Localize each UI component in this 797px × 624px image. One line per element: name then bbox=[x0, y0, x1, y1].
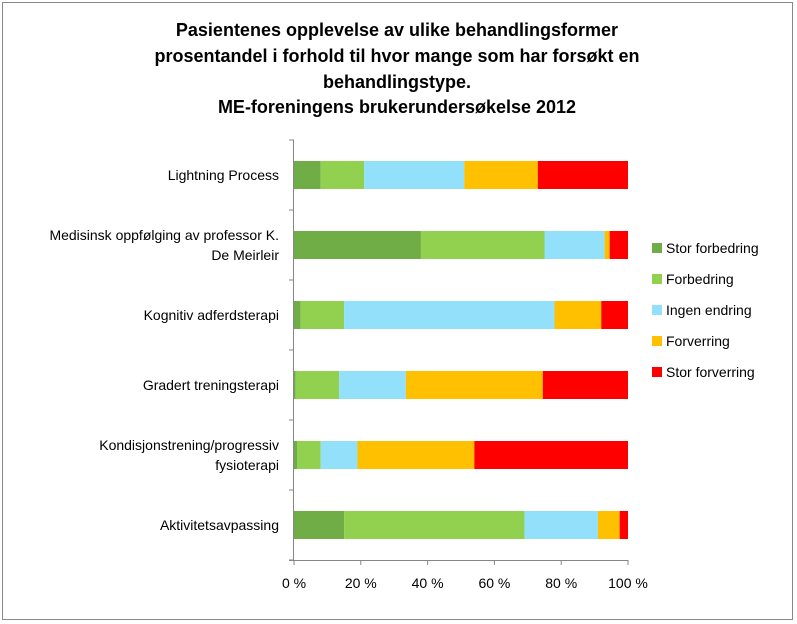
bar-segment-1-4 bbox=[464, 161, 538, 189]
bar-segment-5-4 bbox=[357, 441, 475, 469]
bar-segment-3-2 bbox=[300, 301, 345, 329]
category-label-1: Lightning Process bbox=[168, 167, 279, 183]
chart-title-line-4: ME-foreningens brukerundersøkelse 2012 bbox=[217, 97, 577, 117]
category-label-2-line-1: Medisinsk oppfølging av professor K. bbox=[49, 227, 279, 243]
bar-segment-2-1 bbox=[294, 231, 421, 259]
legend-label-2: Forbedring bbox=[666, 271, 734, 287]
category-label-4: Gradert treningsterapi bbox=[143, 377, 279, 393]
bar-segment-4-4 bbox=[405, 371, 543, 399]
bar-segment-3-5 bbox=[601, 301, 628, 329]
bar-segment-2-4 bbox=[604, 231, 610, 259]
x-tick-label-2: 20 % bbox=[345, 575, 377, 591]
bar-segment-6-2 bbox=[344, 511, 525, 539]
bar-segment-2-2 bbox=[420, 231, 545, 259]
bar-segment-2-5 bbox=[609, 231, 628, 259]
bar-segment-1-2 bbox=[320, 161, 365, 189]
x-tick-label-5: 80 % bbox=[545, 575, 577, 591]
bar-segment-5-3 bbox=[320, 441, 358, 469]
category-label-2-line-2: De Meirleir bbox=[211, 247, 279, 263]
chart-title-line-3: behandlingstype. bbox=[322, 72, 472, 92]
chart-title-line-2: prosentandel i forhold til hvor mange so… bbox=[154, 46, 640, 66]
category-label-5-line-2: fysioterapi bbox=[215, 457, 279, 473]
bar-segment-5-1 bbox=[294, 441, 298, 469]
bar-segment-1-3 bbox=[364, 161, 465, 189]
x-tick-label-4: 60 % bbox=[478, 575, 510, 591]
bar-segment-4-2 bbox=[295, 371, 340, 399]
category-label-3: Kognitiv adferdsterapi bbox=[144, 307, 279, 323]
bar-segment-6-1 bbox=[294, 511, 345, 539]
x-tick-label-1: 0 % bbox=[282, 575, 306, 591]
bar-segment-4-5 bbox=[542, 371, 628, 399]
legend-label-5: Stor forverring bbox=[666, 364, 755, 380]
legend-label-3: Ingen endring bbox=[666, 302, 752, 318]
legend-label-4: Forverring bbox=[666, 333, 730, 349]
bar-segment-5-2 bbox=[297, 441, 321, 469]
bar-segment-6-5 bbox=[619, 511, 628, 539]
x-tick-label-3: 40 % bbox=[412, 575, 444, 591]
bar-segment-2-3 bbox=[544, 231, 605, 259]
chart-title-line-1: Pasientenes opplevelse av ulike behandli… bbox=[175, 20, 619, 40]
bar-segment-3-1 bbox=[294, 301, 301, 329]
bar-segment-4-1 bbox=[294, 371, 296, 399]
legend-swatch-1 bbox=[652, 243, 662, 253]
legend-label-1: Stor forbedring bbox=[666, 240, 759, 256]
bar-segment-3-3 bbox=[344, 301, 555, 329]
legend-swatch-2 bbox=[652, 274, 662, 284]
bar-segment-6-4 bbox=[597, 511, 620, 539]
bar-segment-3-4 bbox=[554, 301, 602, 329]
bar-segment-4-3 bbox=[339, 371, 406, 399]
bar-segment-5-5 bbox=[474, 441, 628, 469]
bar-segment-1-1 bbox=[294, 161, 321, 189]
legend-swatch-5 bbox=[652, 367, 662, 377]
legend-swatch-3 bbox=[652, 305, 662, 315]
bar-segment-6-3 bbox=[524, 511, 598, 539]
bar-segment-1-5 bbox=[537, 161, 628, 189]
category-label-5-line-1: Kondisjonstrening/progressiv bbox=[99, 437, 279, 453]
category-label-6: Aktivitetsavpassing bbox=[160, 517, 279, 533]
legend-swatch-4 bbox=[652, 336, 662, 346]
x-tick-label-6: 100 % bbox=[608, 575, 648, 591]
